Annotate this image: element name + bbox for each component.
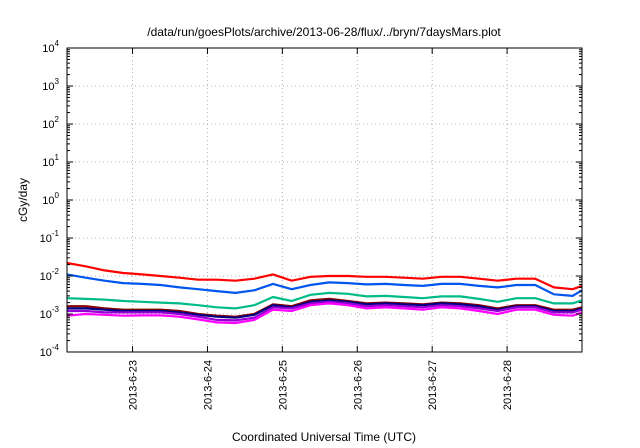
x-tick-label: 2013-6-27 [427, 360, 439, 410]
chart-title: /data/run/goesPlots/archive/2013-06-28/f… [147, 25, 501, 39]
y-tick-label: 104 [42, 39, 59, 55]
series-lines [66, 261, 583, 325]
x-tick-label: 2013-6-23 [128, 360, 140, 410]
y-tick-label: 10-1 [40, 229, 60, 245]
y-tick-label: 101 [42, 153, 59, 169]
series-line-6 [67, 300, 583, 322]
axis-ticks [67, 47, 582, 353]
x-tick-label: 2013-6-26 [352, 360, 364, 410]
series-line-7 [66, 302, 583, 325]
y-tick-label: 100 [42, 191, 59, 207]
y-tick-label: 102 [42, 115, 59, 131]
grid-lines [67, 48, 582, 352]
series-line-2 [66, 273, 583, 297]
series-line-5 [67, 299, 583, 319]
y-tick-label: 10-4 [40, 343, 60, 359]
x-tick-label: 2013-6-28 [502, 360, 514, 410]
series-line-1 [66, 261, 583, 291]
x-axis-label: Coordinated Universal Time (UTC) [232, 430, 416, 444]
y-tick-label: 10-3 [40, 305, 60, 321]
y-tick-label: 103 [42, 77, 59, 93]
y-axis-label: cGy/day [16, 178, 30, 222]
series-line-3 [66, 291, 583, 310]
series-line-4 [67, 297, 583, 318]
y-tick-label: 10-2 [40, 267, 60, 283]
x-tick-label: 2013-6-24 [202, 360, 214, 410]
x-tick-label: 2013-6-25 [277, 360, 289, 410]
